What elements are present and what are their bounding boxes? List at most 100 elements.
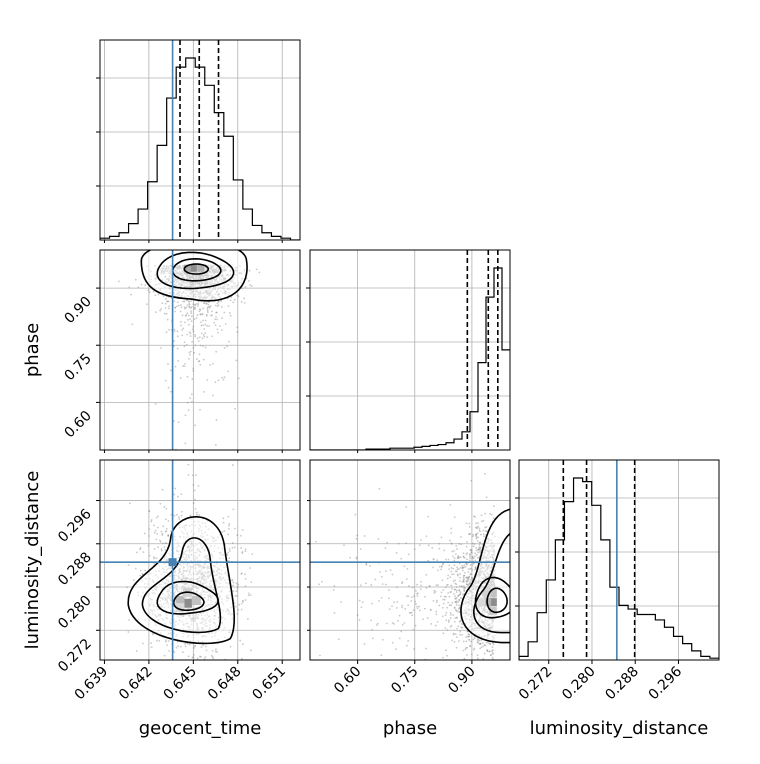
scatter-point-geocent_time-vs-phase	[221, 306, 223, 308]
scatter-point-geocent_time-vs-luminosity_distance	[227, 533, 229, 536]
scatter-point-phase-vs-luminosity_distance	[489, 667, 491, 669]
scatter-point-geocent_time-vs-phase	[223, 347, 226, 349]
scatter-point-phase-vs-luminosity_distance	[461, 567, 464, 569]
scatter-point-phase-vs-luminosity_distance	[486, 649, 489, 652]
scatter-point-phase-vs-luminosity_distance	[453, 557, 456, 560]
xlabel-geocent_time: geocent_time	[139, 718, 262, 739]
scatter-point-geocent_time-vs-phase	[154, 403, 157, 405]
scatter-point-geocent_time-vs-phase	[162, 295, 165, 297]
scatter-point-phase-vs-luminosity_distance	[446, 583, 449, 586]
scatter-point-phase-vs-luminosity_distance	[425, 535, 428, 538]
scatter-point-phase-vs-luminosity_distance	[404, 608, 407, 610]
scatter-point-geocent_time-vs-phase	[215, 350, 218, 353]
scatter-point-phase-vs-luminosity_distance	[441, 565, 443, 567]
scatter-point-geocent_time-vs-luminosity_distance	[187, 473, 190, 476]
scatter-point-geocent_time-vs-luminosity_distance	[136, 551, 138, 554]
scatter-point-phase-vs-luminosity_distance	[467, 571, 470, 573]
scatter-point-geocent_time-vs-phase	[189, 353, 192, 356]
scatter-point-phase-vs-luminosity_distance	[475, 554, 478, 556]
scatter-point-geocent_time-vs-phase	[209, 364, 212, 366]
scatter-point-geocent_time-vs-luminosity_distance	[132, 579, 135, 582]
scatter-point-phase-vs-luminosity_distance	[380, 575, 383, 578]
scatter-point-phase-vs-luminosity_distance	[356, 614, 359, 617]
scatter-point-phase-vs-luminosity_distance	[397, 619, 399, 622]
scatter-point-phase-vs-luminosity_distance	[458, 589, 460, 592]
scatter-point-phase-vs-luminosity_distance	[473, 515, 476, 518]
scatter-point-phase-vs-luminosity_distance	[454, 601, 457, 603]
scatter-point-geocent_time-vs-phase	[227, 370, 230, 373]
scatter-point-geocent_time-vs-luminosity_distance	[153, 556, 155, 559]
scatter-point-geocent_time-vs-phase	[134, 278, 137, 281]
scatter-point-phase-vs-luminosity_distance	[432, 599, 435, 602]
scatter-point-geocent_time-vs-phase	[206, 324, 209, 327]
scatter-point-geocent_time-vs-luminosity_distance	[173, 493, 176, 496]
xtick-label-geocent_time-0: 0.639	[72, 664, 112, 704]
histogram-geocent_time	[100, 57, 300, 240]
scatter-point-phase-vs-luminosity_distance	[470, 572, 472, 575]
scatter-point-geocent_time-vs-phase	[208, 306, 211, 309]
scatter-point-phase-vs-luminosity_distance	[484, 530, 487, 533]
scatter-point-geocent_time-vs-phase	[177, 304, 180, 307]
scatter-point-geocent_time-vs-luminosity_distance	[164, 662, 166, 664]
scatter-point-phase-vs-luminosity_distance	[465, 583, 468, 586]
scatter-point-phase-vs-luminosity_distance	[389, 569, 392, 572]
scatter-point-geocent_time-vs-phase	[240, 300, 243, 303]
scatter-point-geocent_time-vs-phase	[194, 333, 196, 336]
scatter-point-phase-vs-luminosity_distance	[490, 654, 492, 656]
scatter-point-phase-vs-luminosity_distance	[476, 641, 479, 644]
scatter-point-geocent_time-vs-luminosity_distance	[165, 507, 168, 510]
scatter-point-phase-vs-luminosity_distance	[376, 624, 378, 626]
scatter-point-geocent_time-vs-phase	[190, 310, 192, 313]
scatter-point-geocent_time-vs-luminosity_distance	[227, 515, 230, 518]
scatter-point-geocent_time-vs-phase	[200, 324, 203, 327]
scatter-point-geocent_time-vs-luminosity_distance	[239, 639, 242, 642]
scatter-point-geocent_time-vs-luminosity_distance	[250, 581, 253, 584]
scatter-point-phase-vs-luminosity_distance	[416, 593, 418, 595]
scatter-point-geocent_time-vs-phase	[180, 324, 182, 327]
scatter-point-geocent_time-vs-luminosity_distance	[160, 548, 163, 551]
scatter-point-phase-vs-luminosity_distance	[396, 600, 399, 603]
scatter-point-phase-vs-luminosity_distance	[395, 607, 398, 609]
scatter-point-phase-vs-luminosity_distance	[465, 576, 468, 579]
scatter-point-geocent_time-vs-phase	[224, 323, 227, 325]
scatter-point-phase-vs-luminosity_distance	[449, 504, 452, 506]
scatter-point-phase-vs-luminosity_distance	[418, 609, 421, 612]
scatter-point-phase-vs-luminosity_distance	[456, 566, 459, 569]
scatter-point-phase-vs-luminosity_distance	[420, 580, 423, 583]
scatter-point-phase-vs-luminosity_distance	[491, 646, 494, 649]
scatter-point-phase-vs-luminosity_distance	[478, 529, 481, 532]
scatter-point-geocent_time-vs-phase	[187, 314, 190, 317]
scatter-point-phase-vs-luminosity_distance	[440, 568, 443, 571]
scatter-point-phase-vs-luminosity_distance	[469, 568, 472, 570]
scatter-point-phase-vs-luminosity_distance	[443, 598, 446, 601]
scatter-point-phase-vs-luminosity_distance	[468, 555, 471, 558]
scatter-point-phase-vs-luminosity_distance	[442, 588, 445, 591]
scatter-point-phase-vs-luminosity_distance	[464, 562, 467, 565]
scatter-point-phase-vs-luminosity_distance	[319, 654, 321, 657]
scatter-point-phase-vs-luminosity_distance	[476, 532, 479, 535]
scatter-point-geocent_time-vs-luminosity_distance	[249, 594, 252, 596]
scatter-point-phase-vs-luminosity_distance	[486, 650, 489, 653]
scatter-point-phase-vs-luminosity_distance	[492, 643, 495, 646]
scatter-point-phase-vs-luminosity_distance	[427, 687, 429, 689]
scatter-point-geocent_time-vs-phase	[214, 444, 217, 446]
scatter-point-geocent_time-vs-luminosity_distance	[237, 583, 240, 586]
ylabel-luminosity_distance: luminosity_distance	[22, 471, 43, 650]
scatter-point-phase-vs-luminosity_distance	[482, 657, 485, 660]
histogram-phase	[310, 267, 510, 450]
scatter-point-phase-vs-luminosity_distance	[468, 576, 470, 579]
xtick-label-phase-0: 0.60	[331, 664, 364, 697]
scatter-point-phase-vs-luminosity_distance	[355, 557, 358, 560]
scatter-point-phase-vs-luminosity_distance	[407, 553, 410, 556]
xtick-label-geocent_time-2: 0.645	[160, 664, 200, 704]
scatter-point-geocent_time-vs-phase	[193, 351, 196, 354]
scatter-point-geocent_time-vs-luminosity_distance	[155, 516, 158, 519]
scatter-point-phase-vs-luminosity_distance	[405, 578, 408, 581]
scatter-point-phase-vs-luminosity_distance	[472, 648, 475, 651]
scatter-point-phase-vs-luminosity_distance	[356, 534, 358, 537]
ytick-label-luminosity_distance-3: 0.296	[55, 506, 95, 546]
contour-geocent_time-vs-phase-3	[183, 263, 210, 275]
scatter-point-phase-vs-luminosity_distance	[464, 566, 467, 568]
scatter-point-geocent_time-vs-phase	[195, 453, 197, 455]
